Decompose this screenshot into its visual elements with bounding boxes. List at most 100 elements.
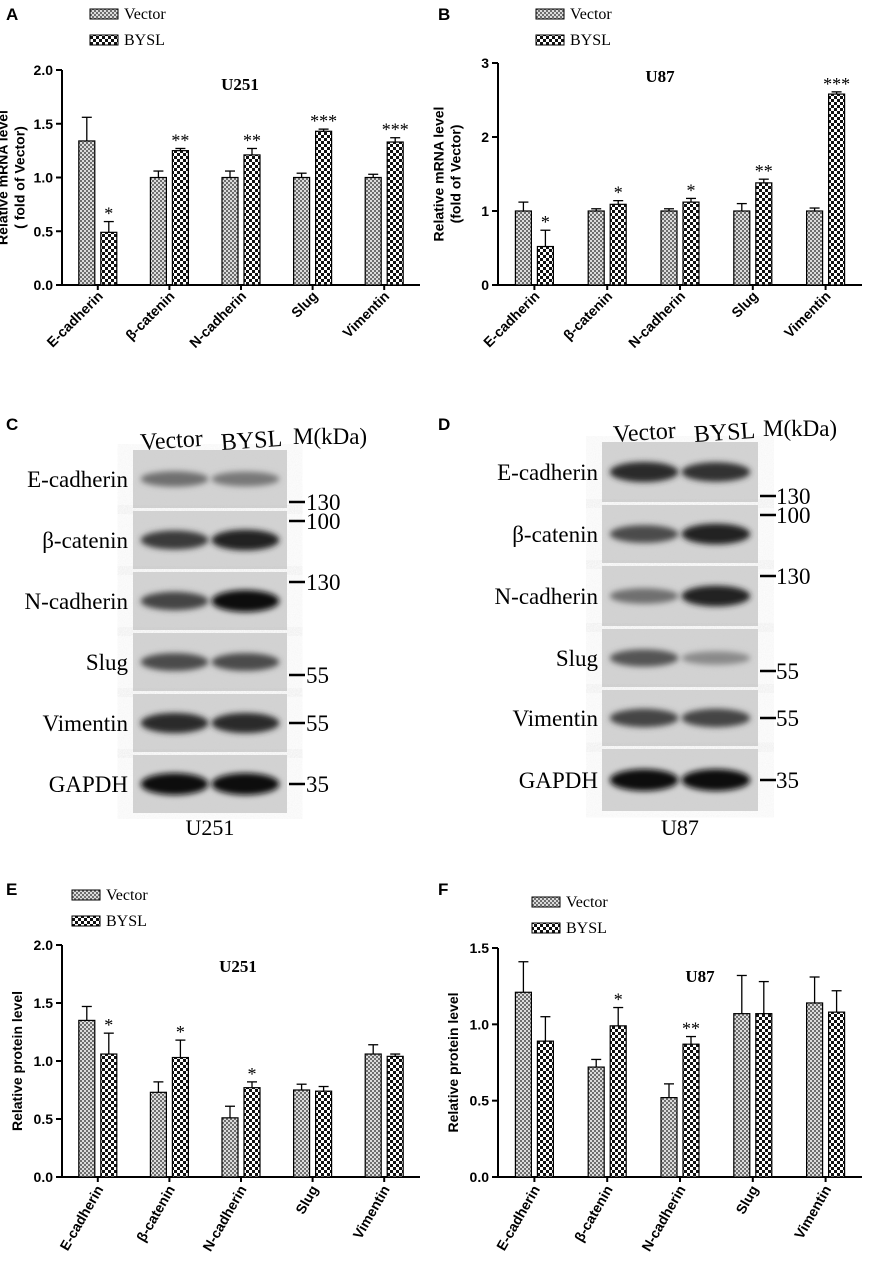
legend-swatch-bysl [71,915,101,927]
legend-swatch-bysl [535,34,565,46]
bar-bysl-0 [100,231,118,286]
panel-label-d: D [438,415,450,434]
legend-swatch-vector [531,896,561,908]
x-category-label-3: Slug [728,288,761,321]
y-axis-label: Relative mRNA level [0,110,11,245]
bar-vector-0 [514,991,533,1178]
y-tick-label: 2.0 [34,937,54,953]
band-bysl [681,651,751,665]
bar-bysl-0 [536,1040,555,1178]
bar-bysl-4 [386,141,404,286]
x-category-label-0: E-cadherin [43,288,105,350]
bar-vector-4 [364,1053,382,1178]
chart-title: U87 [685,967,715,986]
x-category-label-4: Vimentin [339,288,392,341]
y-axis-label: Relative mRNA level [431,107,447,242]
blot-row-1 [602,505,758,563]
blot-cell-line-label: U87 [661,815,699,840]
legend-label-bysl: BYSL [570,32,611,49]
bar-bysl-3 [755,182,773,286]
significance-marker: *** [823,74,850,94]
panel-label-a: A [6,5,18,24]
band-bysl [681,585,751,607]
bar-vector-1 [149,176,167,286]
legend-label-bysl: BYSL [106,913,147,930]
chart-f-u87-protein: Vector BYSL U87 0.0 0.5 1.0 1.5 Relative protei… [445,894,862,1254]
bar-vector-2 [221,1117,239,1178]
blot-row-2 [133,572,287,630]
bar-vector-4 [364,176,382,286]
bar-bysl-0 [536,245,555,286]
bar-vector-0 [78,1019,96,1178]
y-tick-label: 1.0 [470,1016,490,1032]
bar-vector-2 [660,210,678,286]
marker-kda-label: 100 [306,509,341,534]
legend-label-bysl: BYSL [124,32,165,49]
legend-swatch-vector [535,8,565,20]
blot-row-4 [602,690,758,746]
band-bysl [681,462,751,482]
band-vector [140,653,209,671]
band-bysl [211,529,280,551]
blot-protein-label: Slug [86,650,129,675]
bar-vector-2 [221,176,239,286]
band-vector [140,712,209,734]
y-tick-label: 2.0 [34,62,54,78]
bar-vector-3 [733,1013,751,1178]
blot-protein-label: Vimentin [43,711,129,736]
bar-vector-0 [514,210,533,286]
blot-protein-label: N-cadherin [495,584,599,609]
bar-bysl-1 [609,1025,627,1178]
y-tick-label: 0 [481,277,489,293]
y-tick-label: 3 [481,55,489,71]
bar-bysl-2 [243,1087,261,1178]
bar-bysl-1 [171,150,189,286]
marker-kda-label: 130 [776,564,811,589]
significance-marker: * [104,1015,113,1035]
x-category-label-4: Vimentin [350,1183,393,1242]
band-vector [140,471,209,487]
blot-row-0 [133,450,287,508]
band-bysl [211,471,280,487]
significance-marker: ** [171,130,189,150]
bar-vector-3 [293,1089,311,1178]
bar-bysl-1 [171,1056,189,1178]
significance-marker: * [687,180,696,200]
blot-row-4 [133,694,287,752]
band-bysl [211,712,280,734]
bar-bysl-3 [755,1013,773,1178]
legend-label-bysl: BYSL [566,920,607,937]
bar-vector-3 [733,210,751,286]
y-axis-label: Relative protein level [445,992,461,1132]
legend-swatch-vector [89,8,119,20]
band-bysl [681,708,751,728]
blot-row-1 [133,511,287,569]
marker-kda-label: 55 [306,711,329,736]
bar-bysl-4 [827,1011,846,1178]
bar-vector-1 [587,210,605,286]
chart-b-u87-mrna: Vector BYSL U87 0 1 2 3 Relative mRNA level (fol… [431,6,862,351]
blot-row-5 [133,755,287,813]
band-vector [609,461,679,483]
panel-label-f: F [438,880,448,899]
band-bysl [681,769,751,791]
y-tick-label: 0.5 [470,1093,490,1109]
bar-vector-4 [805,1002,824,1178]
bar-bysl-3 [315,1090,333,1178]
band-vector [609,649,679,667]
y-axis-label: (fold of Vector) [448,125,464,224]
bar-vector-2 [660,1097,678,1178]
blot-row-2 [602,566,758,626]
band-vector [609,525,679,543]
bar-bysl-4 [827,93,846,286]
legend-swatch-vector [71,889,101,901]
blot-protein-label: Vimentin [513,706,599,731]
significance-marker: * [541,212,550,232]
y-tick-label: 0.0 [34,1169,54,1185]
legend-label-vector: Vector [106,887,148,904]
y-tick-label: 0.0 [470,1169,490,1185]
x-category-label-3: Slug [292,1183,321,1217]
blot-cell-line-label: U251 [186,815,235,840]
blot-row-3 [133,633,287,691]
x-category-label-2: N-cadherin [625,288,688,351]
